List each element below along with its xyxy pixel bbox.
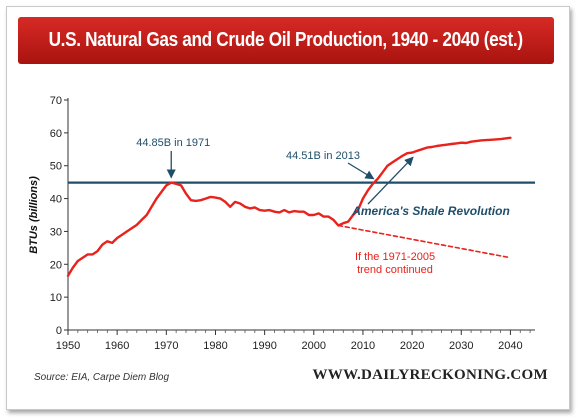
chart-title: U.S. Natural Gas and Crude Oil Productio… <box>48 29 524 51</box>
x-tick-label: 1980 <box>203 340 227 352</box>
chart-card <box>6 6 570 410</box>
annotations: 44.85B in 1971 44.51B in 2013 America's Sh… <box>136 137 510 276</box>
annotation-trend-note: If the 1971-2005 <box>355 251 435 263</box>
y-axis-label: BTUs (billions) <box>28 176 40 254</box>
x-tick-label: 1960 <box>105 340 129 352</box>
y-tick-label: 60 <box>50 128 62 140</box>
x-tick-label: 2010 <box>351 340 375 352</box>
x-tick-label: 2030 <box>449 340 473 352</box>
y-tick-label: 20 <box>50 259 62 271</box>
arrow-2013 <box>347 162 375 180</box>
x-tick-label: 2040 <box>498 340 522 352</box>
y-tick-label: 30 <box>50 226 62 238</box>
plot-lines <box>66 136 535 277</box>
annotation-shale-revolution: America's Shale Revolution <box>351 204 510 218</box>
trend-projection-line <box>337 224 512 259</box>
x-tick-label: 1970 <box>154 340 178 352</box>
y-tick-label: 70 <box>50 95 62 107</box>
source-note: Source: EIA, Carpe Diem Blog <box>34 372 170 383</box>
x-tick-label: 1990 <box>252 340 276 352</box>
x-tick-label: 2000 <box>302 340 326 352</box>
arrow-shale-revolution <box>367 156 414 205</box>
title-bar: U.S. Natural Gas and Crude Oil Productio… <box>18 17 554 64</box>
website-credit: WWW.DAILYRECKONING.COM <box>312 367 548 383</box>
x-tick-label: 1950 <box>56 340 80 352</box>
annotation-1971-peak: 44.85B in 1971 <box>136 137 210 149</box>
y-tick-label: 40 <box>50 194 62 206</box>
y-tick-label: 50 <box>50 161 62 173</box>
annotation-trend-note: trend continued <box>357 264 433 276</box>
production-line <box>66 136 512 277</box>
y-tick-label: 10 <box>50 292 62 304</box>
annotation-2013: 44.51B in 2013 <box>286 150 360 162</box>
y-tick-label: 0 <box>56 325 62 337</box>
x-tick-label: 2020 <box>400 340 424 352</box>
